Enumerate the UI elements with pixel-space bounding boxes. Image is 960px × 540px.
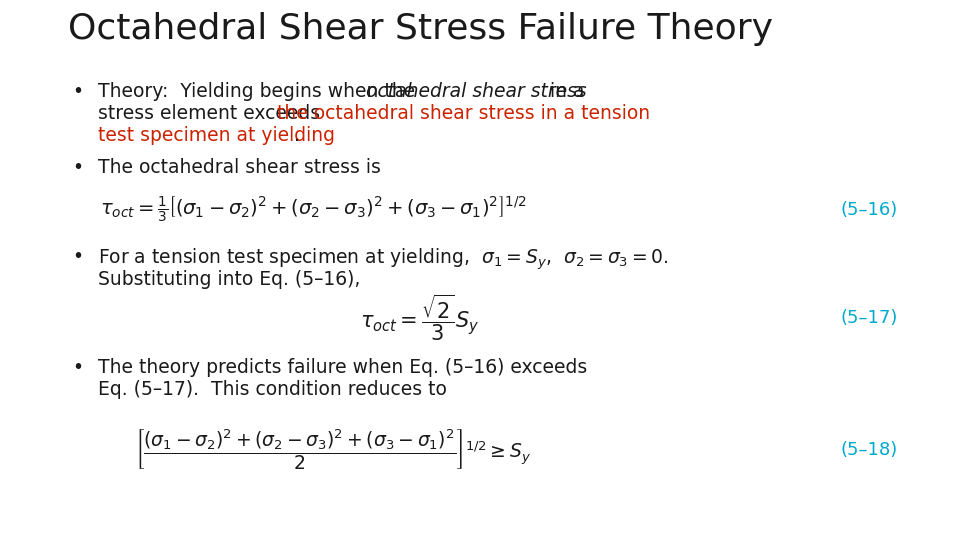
Text: •: • (72, 158, 84, 177)
Text: $\left[\dfrac{(\sigma_1 - \sigma_2)^2 + (\sigma_2 - \sigma_3)^2 + (\sigma_3 - \s: $\left[\dfrac{(\sigma_1 - \sigma_2)^2 + … (135, 428, 531, 472)
Text: •: • (72, 247, 84, 266)
Text: Substituting into Eq. (5–16),: Substituting into Eq. (5–16), (98, 270, 360, 289)
Text: the octahedral shear stress in a tension: the octahedral shear stress in a tension (277, 104, 650, 123)
Text: $\tau_{oct} = \frac{1}{3}\left[(\sigma_1 - \sigma_2)^2 + (\sigma_2 - \sigma_3)^2: $\tau_{oct} = \frac{1}{3}\left[(\sigma_1… (100, 195, 527, 225)
Text: For a tension test specimen at yielding,  $\sigma_1 = S_y$,  $\sigma_2 = \sigma_: For a tension test specimen at yielding,… (98, 247, 669, 273)
Text: •: • (72, 82, 84, 101)
Text: stress element exceeds: stress element exceeds (98, 104, 326, 123)
Text: in a: in a (544, 82, 585, 101)
Text: The octahedral shear stress is: The octahedral shear stress is (98, 158, 381, 177)
Text: The theory predicts failure when Eq. (5–16) exceeds: The theory predicts failure when Eq. (5–… (98, 358, 588, 377)
Text: Eq. (5–17).  This condition reduces to: Eq. (5–17). This condition reduces to (98, 380, 446, 399)
Text: .: . (294, 126, 300, 145)
Text: test specimen at yielding: test specimen at yielding (98, 126, 335, 145)
Text: (5–18): (5–18) (840, 441, 898, 459)
Text: $\tau_{oct} = \dfrac{\sqrt{2}}{3}S_y$: $\tau_{oct} = \dfrac{\sqrt{2}}{3}S_y$ (360, 293, 479, 343)
Text: octahedral shear stress: octahedral shear stress (366, 82, 587, 101)
Text: (5–17): (5–17) (840, 309, 898, 327)
Text: •: • (72, 358, 84, 377)
Text: Octahedral Shear Stress Failure Theory: Octahedral Shear Stress Failure Theory (68, 12, 773, 46)
Text: Theory:  Yielding begins when the: Theory: Yielding begins when the (98, 82, 421, 101)
Text: (5–16): (5–16) (840, 201, 898, 219)
